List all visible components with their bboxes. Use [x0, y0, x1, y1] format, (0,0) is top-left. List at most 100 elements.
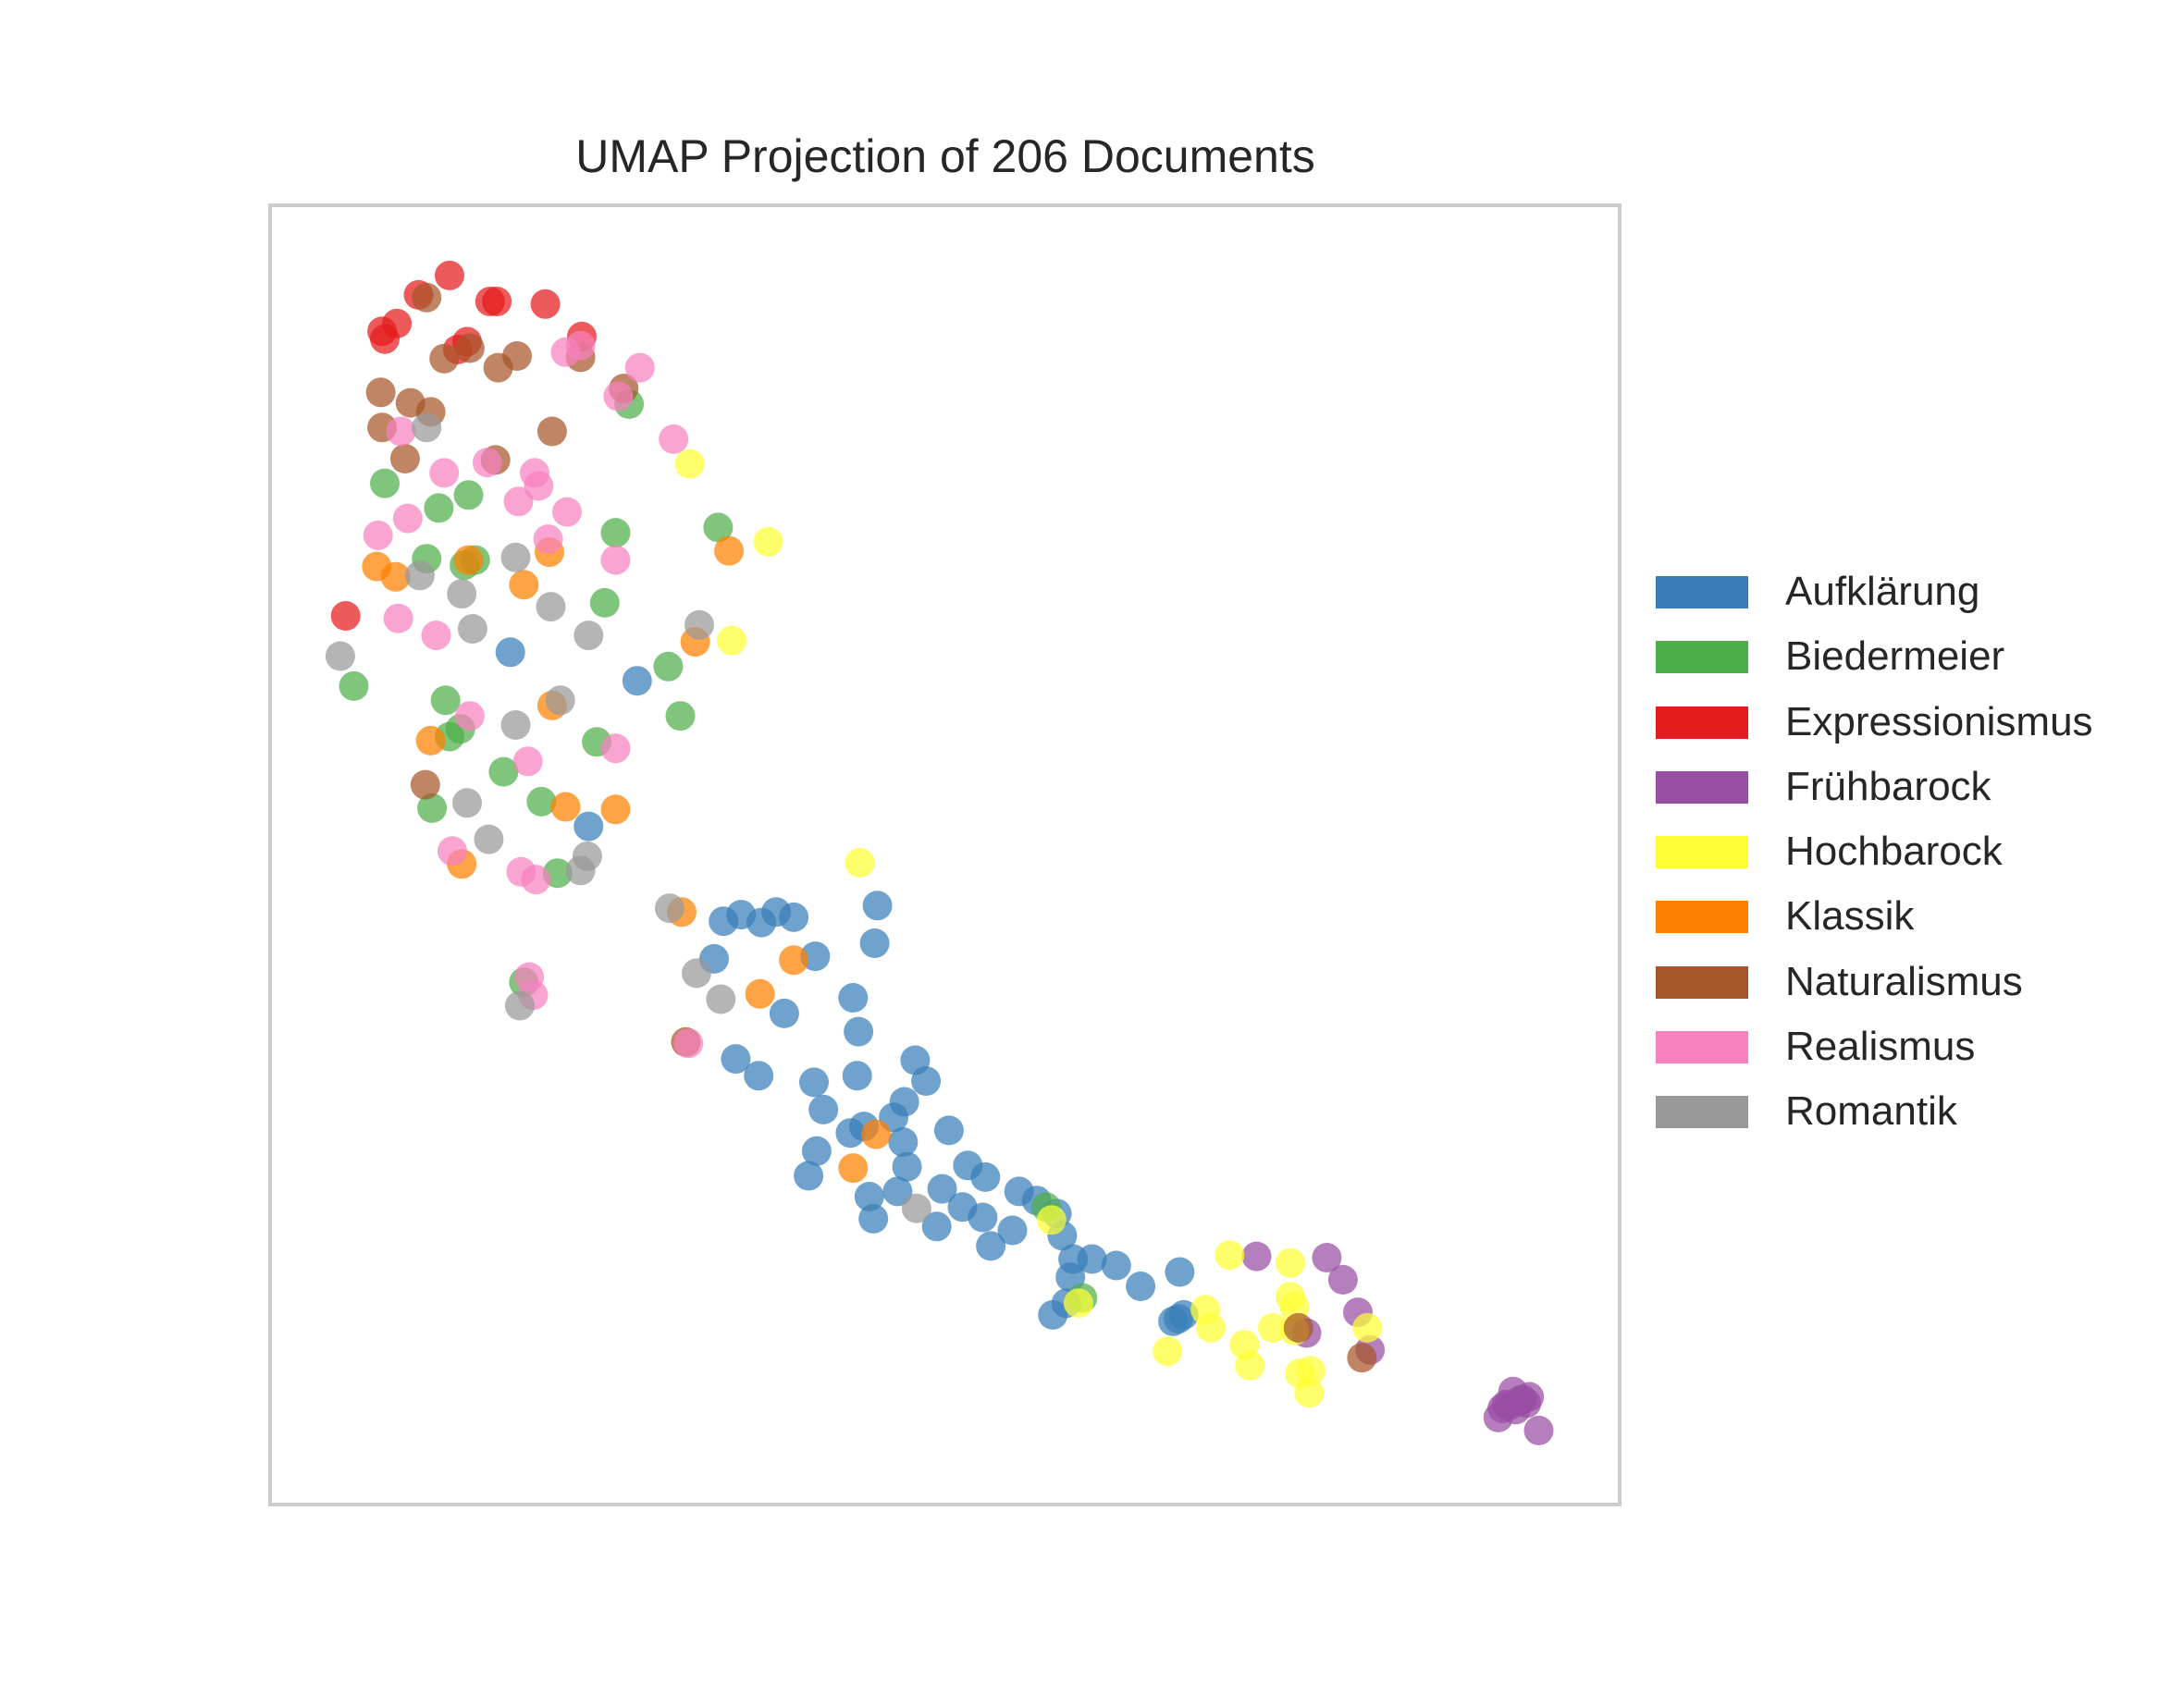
data-point [435, 260, 464, 290]
data-point [882, 1176, 913, 1207]
data-point [659, 424, 689, 454]
data-point [453, 480, 484, 510]
data-point [447, 579, 477, 609]
data-point [970, 1161, 1001, 1192]
data-point [536, 416, 567, 447]
data-point [545, 685, 575, 716]
data-point [1101, 1250, 1131, 1281]
data-point [1241, 1241, 1272, 1272]
data-point [844, 1016, 874, 1047]
data-point [533, 524, 563, 555]
data-point [622, 666, 652, 696]
data-point [854, 1182, 884, 1211]
data-point [383, 603, 413, 633]
data-points [325, 260, 1554, 1445]
data-point [862, 891, 893, 921]
data-point [1215, 1240, 1245, 1271]
chart-title: UMAP Projection of 206 Documents [575, 130, 1315, 182]
data-point [365, 377, 396, 408]
data-point [861, 1119, 892, 1149]
legend-swatch [1656, 836, 1748, 869]
data-point [526, 786, 557, 817]
data-point [475, 287, 505, 316]
data-point [386, 416, 416, 447]
data-point [709, 906, 739, 937]
data-point [1077, 1244, 1107, 1274]
data-point [430, 685, 461, 716]
legend-swatch [1656, 901, 1748, 934]
data-point [380, 561, 411, 592]
legend-swatch [1656, 1096, 1748, 1129]
data-point [1283, 1312, 1313, 1343]
data-point [603, 381, 634, 412]
data-point [753, 526, 783, 557]
data-point [721, 1044, 751, 1075]
data-point [744, 1061, 774, 1091]
data-point [1038, 1299, 1068, 1330]
data-point [779, 945, 809, 976]
data-point [424, 493, 454, 523]
legend-label: Romantik [1785, 1088, 1957, 1135]
data-point [933, 1115, 964, 1146]
legend-label: Klassik [1785, 893, 1915, 940]
legend-label: Expressionismus [1785, 698, 2093, 744]
data-point [504, 990, 535, 1021]
series-7 [363, 330, 704, 1059]
data-point [1523, 1415, 1554, 1445]
data-point [1036, 1205, 1067, 1235]
data-point [589, 587, 620, 618]
data-point [503, 486, 534, 517]
data-point [845, 847, 875, 878]
plot-frame [268, 203, 1622, 1506]
data-point [838, 983, 869, 1013]
data-point [552, 497, 582, 527]
data-point [472, 448, 502, 478]
data-point [495, 637, 525, 668]
data-point [565, 855, 596, 886]
data-point [550, 792, 581, 822]
data-point [474, 824, 504, 854]
data-point [682, 958, 711, 989]
legend-swatch [1656, 641, 1748, 674]
data-point [1235, 1350, 1265, 1381]
data-point [1347, 1343, 1377, 1373]
data-point [410, 769, 440, 800]
data-point [330, 601, 361, 631]
data-point [653, 651, 684, 682]
data-point [1294, 1378, 1325, 1408]
legend-label: Aufklärung [1785, 569, 1980, 614]
legend-label: Realismus [1785, 1024, 1976, 1070]
series-8 [325, 412, 931, 1223]
data-point [488, 756, 519, 787]
data-point [706, 984, 736, 1014]
data-point [412, 282, 442, 313]
data-point [838, 1153, 869, 1184]
data-point [524, 471, 554, 501]
data-point [363, 520, 393, 550]
legend-label: Frühbarock [1785, 763, 1992, 809]
data-point [976, 1231, 1006, 1261]
data-point [1483, 1402, 1513, 1432]
data-point [714, 535, 745, 566]
data-point [921, 1211, 952, 1242]
data-point [530, 289, 561, 319]
data-point [438, 836, 467, 866]
data-point [927, 1173, 957, 1204]
data-point [859, 928, 890, 958]
data-point [457, 614, 487, 644]
data-point [1327, 1264, 1358, 1295]
data-point [500, 542, 531, 572]
data-point [417, 793, 448, 823]
data-point [412, 412, 442, 443]
data-point [573, 811, 604, 842]
series-2 [330, 260, 597, 631]
data-point [746, 907, 777, 938]
data-point [1312, 1243, 1342, 1272]
data-point [339, 670, 369, 701]
data-point [573, 621, 604, 651]
data-point [512, 746, 543, 777]
data-point [429, 343, 460, 374]
legend-label: Biedermeier [1785, 633, 2005, 680]
data-point [600, 545, 631, 575]
data-point [600, 733, 631, 764]
